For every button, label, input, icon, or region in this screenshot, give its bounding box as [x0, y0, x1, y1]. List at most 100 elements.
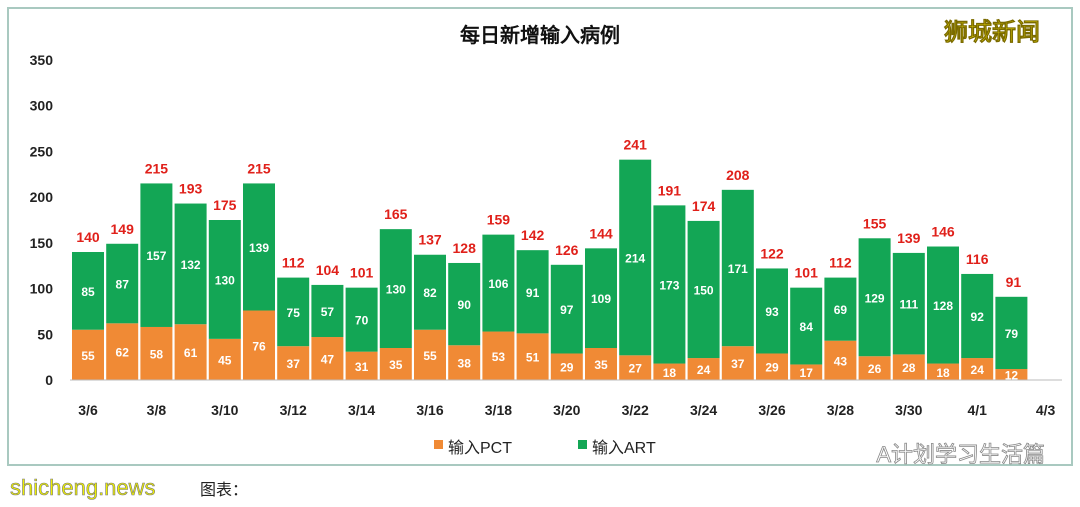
bar-value-label: 109: [591, 292, 611, 306]
bar-value-label: 130: [386, 283, 406, 297]
bar-value-label: 214: [625, 251, 645, 265]
bar-value-label: 76: [252, 339, 266, 353]
x-tick-label: 3/12: [280, 402, 307, 418]
bar-value-label: 18: [663, 366, 677, 380]
bar-value-label: 35: [594, 358, 608, 372]
bar-value-label: 129: [865, 291, 885, 305]
bar-art: [311, 284, 344, 338]
bar-value-label: 35: [389, 358, 403, 372]
bar-art: [72, 252, 104, 330]
bar-value-label: 61: [184, 346, 198, 360]
logo: 狮城新闻: [944, 18, 1040, 46]
bar-value-label: 69: [834, 303, 848, 317]
total-label: 122: [760, 245, 784, 261]
y-tick-label: 100: [30, 281, 54, 297]
y-tick-label: 350: [30, 52, 54, 68]
bar-value-label: 91: [526, 286, 540, 300]
x-tick-label: 3/10: [211, 402, 238, 418]
bar-pct: [516, 333, 549, 380]
bar-pct: [585, 348, 617, 380]
bar-value-label: 82: [423, 286, 437, 300]
bar-value-label: 43: [834, 354, 848, 368]
bar-value-label: 62: [116, 346, 130, 360]
bar-pct: [721, 346, 754, 380]
bar-value-label: 128: [933, 299, 953, 313]
bar-pct: [174, 324, 207, 380]
bar-art: [345, 287, 378, 352]
total-label: 146: [931, 224, 955, 240]
bar-value-label: 29: [560, 361, 574, 375]
bar-value-label: 85: [81, 285, 95, 299]
site-watermark: shicheng.news: [10, 475, 156, 500]
total-label: 149: [111, 221, 135, 237]
total-label: 159: [487, 212, 511, 228]
total-label: 175: [213, 197, 237, 213]
bar-pct: [72, 329, 104, 380]
wechat-watermark: A计划学习生活篇: [876, 442, 1045, 467]
y-tick-label: 50: [37, 326, 53, 342]
total-label: 155: [863, 215, 887, 231]
bar-pct: [653, 363, 686, 380]
bar-value-label: 173: [659, 278, 679, 292]
bar-art: [550, 264, 583, 354]
bar-value-label: 132: [181, 258, 201, 272]
bar-value-label: 92: [971, 310, 985, 324]
bar-art: [824, 277, 857, 341]
bar-pct: [858, 356, 891, 380]
bar-art: [790, 287, 823, 365]
bar-value-label: 51: [526, 351, 540, 365]
bar-art: [140, 183, 173, 327]
total-label: 128: [453, 240, 477, 256]
bar-pct: [345, 351, 378, 380]
bar-value-label: 47: [321, 353, 335, 367]
bar-value-label: 37: [731, 357, 745, 371]
x-tick-label: 3/22: [622, 402, 649, 418]
total-label: 140: [76, 229, 100, 245]
legend-swatch-art: [578, 440, 587, 449]
bar-art: [858, 238, 891, 357]
bar-value-label: 79: [1005, 327, 1019, 341]
legend-swatch-pct: [434, 440, 443, 449]
x-tick-label: 4/3: [1036, 402, 1056, 418]
bar-pct: [961, 358, 994, 380]
x-tick-label: 3/16: [416, 402, 443, 418]
bar-pct: [243, 310, 275, 380]
bar-art: [619, 159, 652, 356]
caption: 图表：: [200, 481, 248, 499]
bar-value-label: 87: [116, 278, 130, 292]
bar-art: [995, 296, 1028, 370]
bar-pct: [927, 363, 959, 380]
bar-art: [414, 254, 446, 330]
bar-art: [961, 273, 994, 359]
x-tick-label: 3/8: [147, 402, 167, 418]
bar-art: [756, 268, 788, 354]
total-label: 142: [521, 227, 545, 243]
bar-pct: [448, 345, 481, 380]
total-label: 241: [624, 137, 648, 153]
total-label: 101: [350, 265, 374, 281]
bar-value-label: 18: [936, 366, 950, 380]
x-tick-label: 3/6: [78, 402, 98, 418]
total-label: 116: [966, 251, 989, 267]
bar-art: [448, 262, 481, 346]
bar-pct: [379, 348, 412, 380]
bar-value-label: 55: [81, 349, 95, 363]
total-label: 165: [384, 206, 408, 222]
bar-pct: [208, 338, 241, 380]
bar-pct: [790, 364, 823, 380]
bar-pct: [414, 329, 446, 380]
bar-value-label: 29: [765, 361, 779, 375]
bar-value-label: 12: [1005, 369, 1019, 383]
total-label: 193: [179, 181, 203, 197]
bar-value-label: 26: [868, 362, 882, 376]
bar-value-label: 130: [215, 273, 235, 287]
x-tick-label: 3/24: [690, 402, 717, 418]
bar-pct: [140, 326, 173, 380]
bar-pct: [995, 369, 1028, 380]
bar-value-label: 75: [287, 306, 301, 320]
y-tick-label: 0: [45, 372, 53, 388]
bar-value-label: 45: [218, 353, 232, 367]
bar-value-label: 70: [355, 314, 369, 328]
bar-value-label: 28: [902, 361, 916, 375]
